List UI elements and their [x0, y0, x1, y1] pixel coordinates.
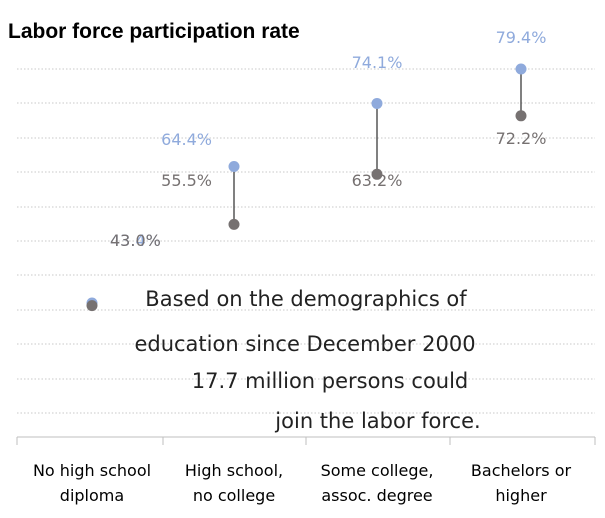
point-high-3	[515, 63, 527, 75]
category-label-3-1: higher	[495, 486, 547, 505]
annotation-line-2: 17.7 million persons could	[192, 369, 469, 393]
value-label-low-0: 43.0%	[110, 231, 161, 250]
gridlines	[17, 68, 595, 414]
point-low-2	[371, 168, 383, 180]
category-label-0-0: No high school	[33, 461, 151, 480]
annotation-line-1: education since December 2000	[134, 332, 475, 356]
value-label-low-2: 63.2%	[352, 171, 403, 190]
point-high-1	[228, 161, 240, 172]
point-low-3	[515, 110, 527, 122]
value-label-high-0: 43.4%	[110, 231, 161, 250]
value-label-high-3: 79.4%	[496, 28, 547, 47]
category-label-2-0: Some college,	[321, 461, 434, 480]
point-high-2	[371, 97, 383, 109]
annotation-text: Based on the demographics of education si…	[134, 287, 480, 433]
value-label-low-1: 55.5%	[161, 171, 212, 190]
category-label-1-1: no college	[193, 486, 275, 505]
category-label-0-1: diploma	[60, 486, 124, 505]
chart-title: Labor force participation rate	[8, 20, 300, 43]
value-label-low-3: 72.2%	[496, 129, 547, 148]
annotation-line-0: Based on the demographics of	[145, 287, 467, 311]
point-low-0	[86, 300, 98, 312]
value-label-high-1: 64.4%	[161, 130, 212, 149]
x-axis-ticks	[16, 437, 596, 445]
point-low-1	[228, 218, 240, 230]
category-labels: No high school diploma High school, no coll…	[33, 461, 572, 505]
value-label-high-2: 74.1%	[352, 53, 403, 72]
category-label-2-1: assoc. degree	[321, 486, 432, 505]
category-label-3-0: Bachelors or	[471, 461, 572, 480]
category-label-1-0: High school,	[185, 461, 283, 480]
annotation-line-3: join the labor force.	[274, 409, 480, 433]
data-marks: 43.4%43.0% 64.4% 55.5% 74.1% 63.2% 79.4% 72.2%	[86, 28, 547, 312]
